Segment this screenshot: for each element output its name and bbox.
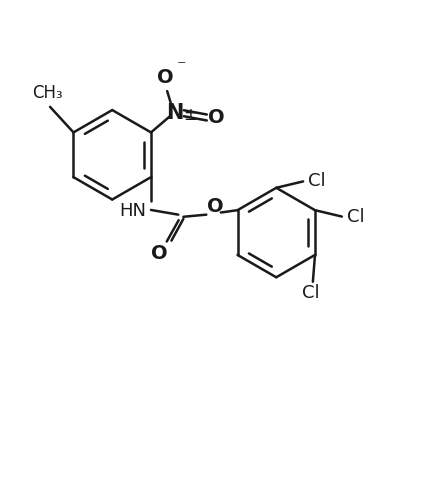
Text: O: O — [157, 68, 173, 86]
Text: O: O — [151, 244, 168, 263]
Text: Cl: Cl — [347, 207, 365, 226]
Text: HN: HN — [119, 202, 146, 220]
Text: O: O — [208, 197, 224, 216]
Text: Cl: Cl — [302, 284, 320, 302]
Text: N: N — [166, 103, 183, 123]
Text: CH₃: CH₃ — [33, 84, 63, 102]
Text: O: O — [208, 108, 224, 127]
Text: Cl: Cl — [308, 172, 326, 191]
Text: ⁻: ⁻ — [176, 58, 186, 76]
Text: ±: ± — [184, 107, 197, 124]
